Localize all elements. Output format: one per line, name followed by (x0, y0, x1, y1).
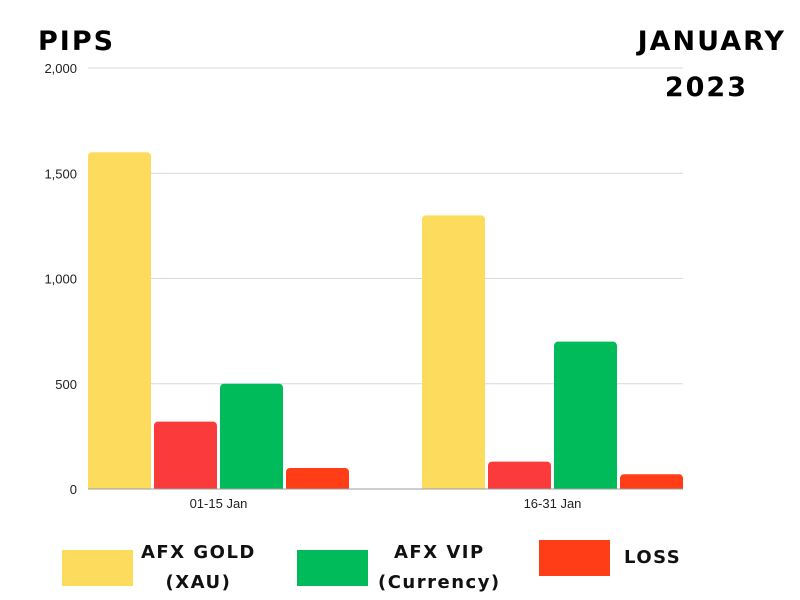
x-tick-label: 01-15 Jan (190, 496, 248, 511)
legend-swatch-loss (539, 540, 610, 576)
legend-label-line1: AFX VIP (393, 542, 485, 563)
bar-base (220, 484, 283, 489)
y-tick-label: 500 (55, 377, 77, 392)
legend-label-afx-gold: AFX GOLD (XAU) (141, 538, 256, 598)
legend-item-afx-vip: AFX VIP (Currency) (297, 538, 501, 598)
bar-base (488, 484, 551, 489)
legend-label-afx-vip: AFX VIP (Currency) (378, 538, 501, 598)
bar-01-15-jan-1 (154, 421, 217, 489)
legend-label-line2: (XAU) (165, 572, 232, 593)
bar-base (154, 484, 217, 489)
chart-title-month: JANUARY (637, 26, 786, 57)
legend-label-line1: AFX GOLD (141, 542, 256, 563)
bar-01-15-jan-3 (286, 467, 349, 489)
bar-base (286, 484, 349, 489)
bar-16-31-jan-1 (488, 461, 551, 489)
legend-swatch-afx-gold (62, 550, 133, 586)
x-tick-label: 16-31 Jan (524, 496, 582, 511)
legend-item-afx-gold: AFX GOLD (XAU) (62, 538, 256, 598)
legend-label-line2: (Currency) (378, 572, 501, 593)
legend-item-loss: LOSS (539, 540, 681, 576)
bar-base (554, 484, 617, 489)
y-axis-label: PIPS (38, 26, 116, 57)
y-tick-label: 0 (70, 482, 77, 497)
legend-label-line1: LOSS (624, 547, 682, 568)
y-tick-label: 2,000 (44, 61, 77, 76)
bar-base (422, 484, 485, 489)
bar-base (620, 484, 683, 489)
chart-title-year: 2023 (664, 72, 748, 103)
bar-16-31-jan-2 (554, 341, 617, 489)
legend-swatch-afx-vip (297, 550, 368, 586)
bar-16-31-jan-0 (422, 215, 485, 489)
bar-base (88, 484, 151, 489)
y-tick-label: 1,500 (44, 166, 77, 181)
legend-label-loss: LOSS (624, 543, 681, 573)
bar-01-15-jan-0 (88, 152, 151, 489)
y-tick-label: 1,000 (44, 272, 77, 287)
bar-01-15-jan-2 (220, 383, 283, 489)
